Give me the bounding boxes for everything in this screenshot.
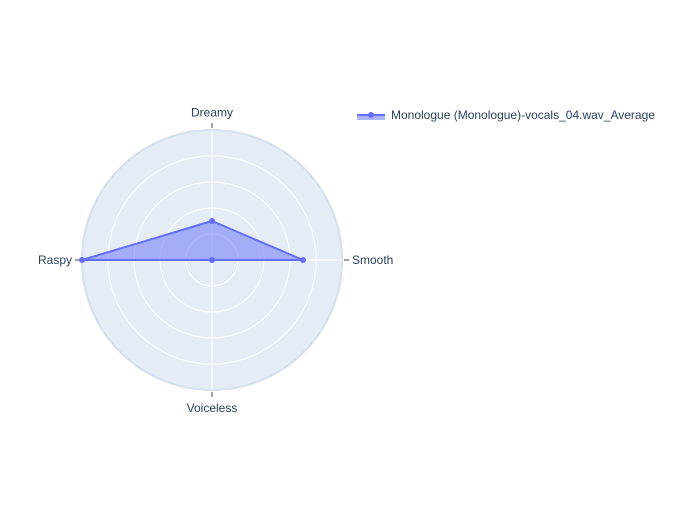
legend-label: Monologue (Monologue)-vocals_04.wav_Aver…: [391, 108, 655, 122]
series-layer: [79, 218, 306, 263]
axis-label-dreamy: Dreamy: [191, 105, 233, 119]
point-smooth: [300, 257, 306, 263]
legend-swatch-marker: [368, 112, 374, 118]
point-raspy: [79, 257, 85, 263]
axis-label-raspy: Raspy: [38, 253, 72, 267]
point-voiceless: [209, 257, 215, 263]
point-dreamy: [209, 218, 215, 224]
axis-label-smooth: Smooth: [352, 253, 393, 267]
axis-label-voiceless: Voiceless: [187, 401, 238, 415]
legend[interactable]: Monologue (Monologue)-vocals_04.wav_Aver…: [357, 108, 655, 122]
